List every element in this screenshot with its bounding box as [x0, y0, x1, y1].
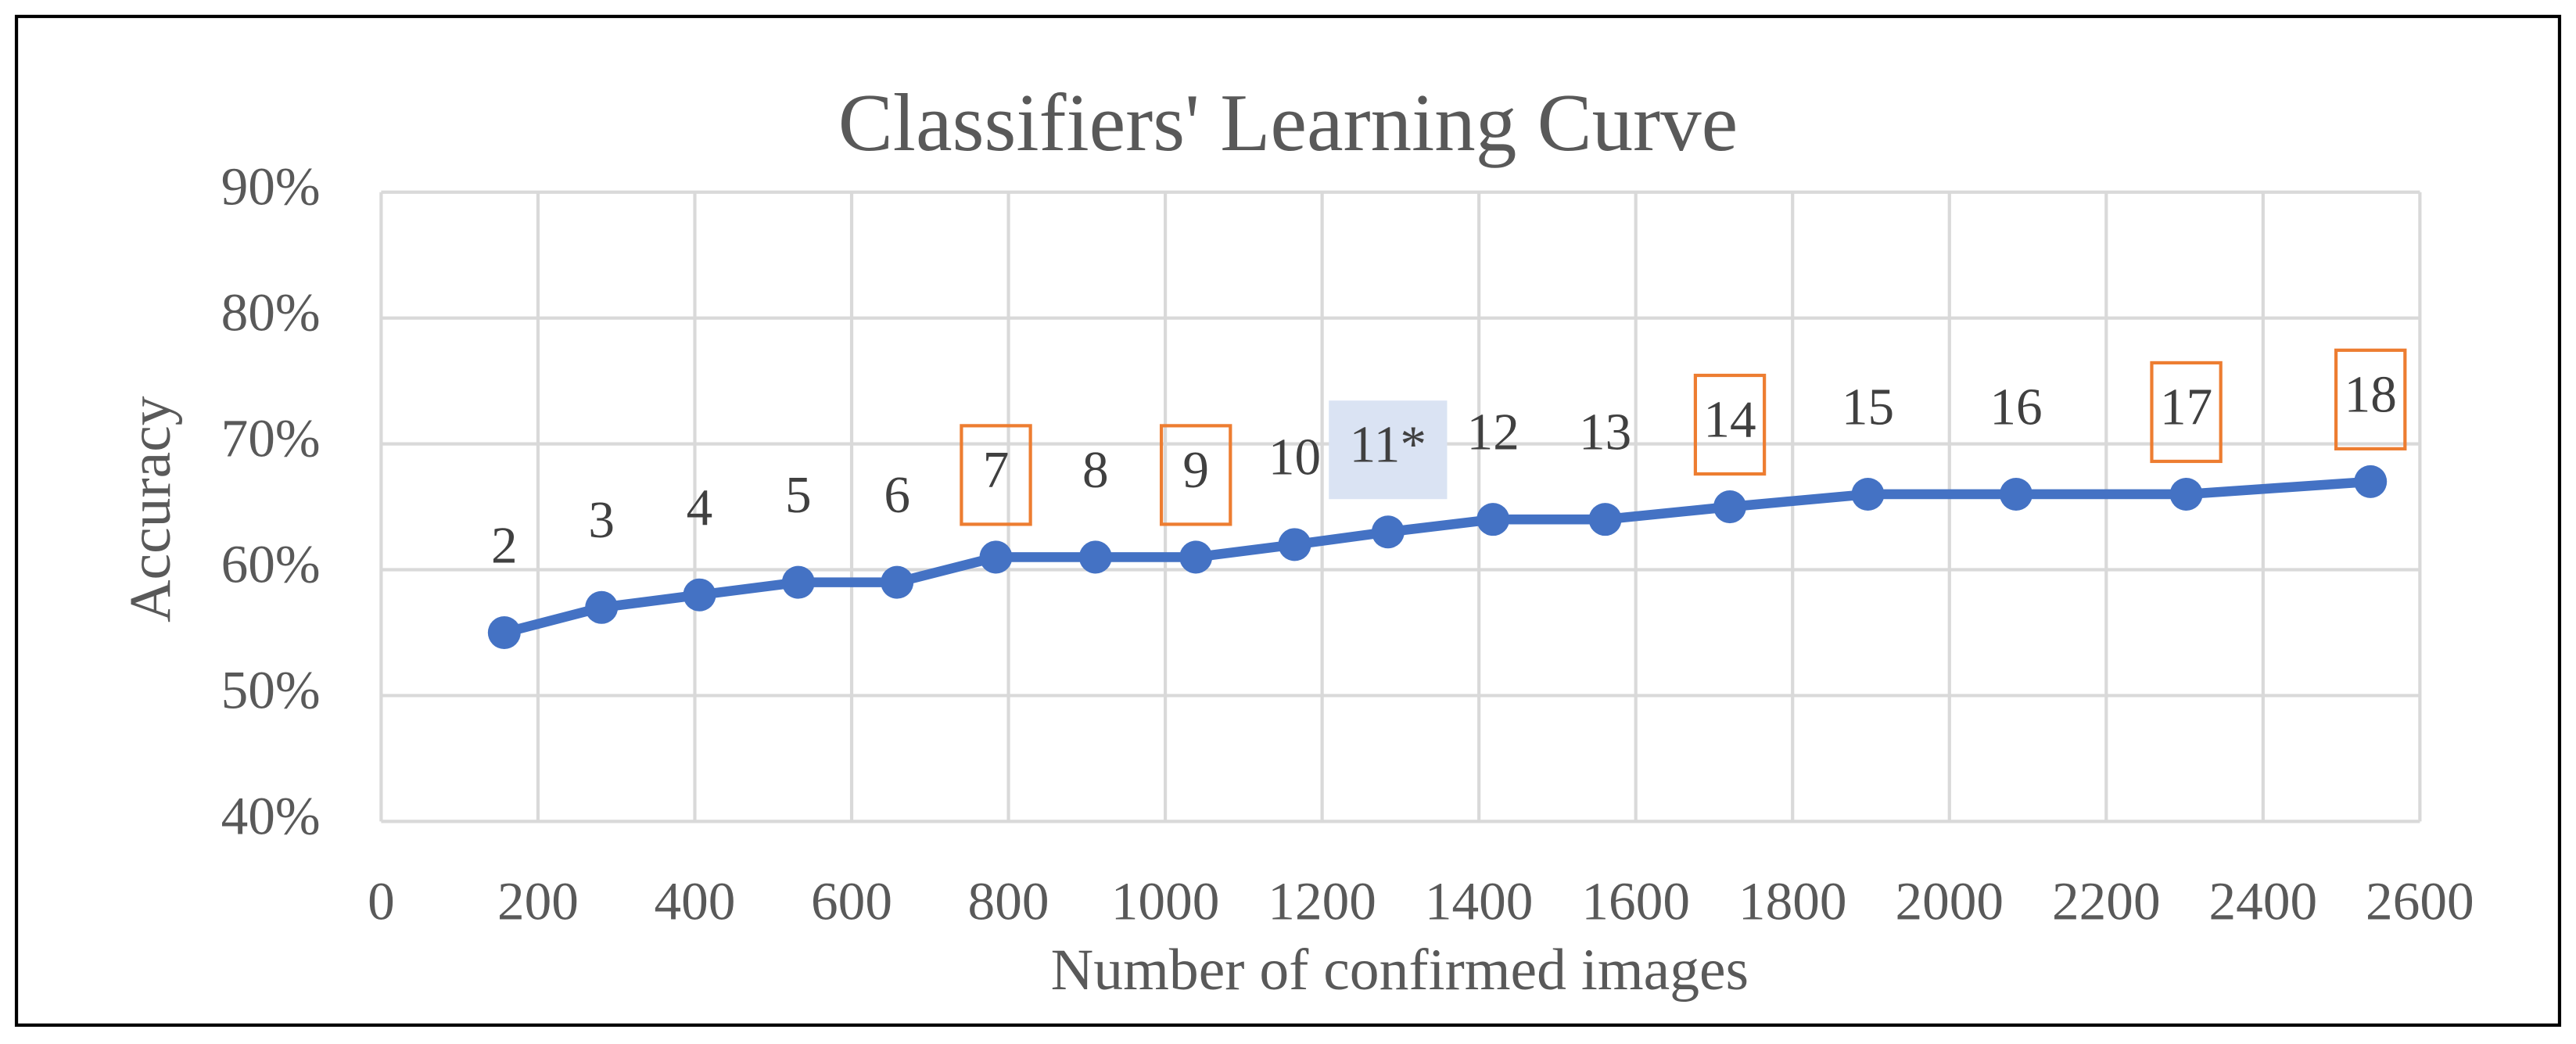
- label-frame: [1329, 400, 1448, 500]
- point: [1476, 503, 1510, 536]
- label-frame: [1693, 373, 1767, 476]
- point-label: 9: [1182, 440, 1209, 499]
- point: [1588, 503, 1622, 536]
- point-label: 15: [1842, 377, 1894, 436]
- point: [487, 615, 521, 649]
- point-label: 18: [2345, 364, 2397, 423]
- point: [881, 565, 914, 599]
- point: [1278, 528, 1311, 561]
- label-frame: [1159, 424, 1232, 526]
- y-tick-label: 70%: [221, 408, 321, 468]
- x-tick-label: 1000: [1111, 870, 1220, 931]
- y-tick-label: 40%: [221, 785, 321, 845]
- point-label: 12: [1467, 403, 1519, 461]
- x-tick-label: 800: [968, 870, 1049, 931]
- point: [1851, 477, 1885, 511]
- x-tick-label: 0: [368, 870, 395, 931]
- point: [683, 578, 716, 612]
- point: [2354, 465, 2388, 498]
- point-label: 13: [1579, 403, 1631, 461]
- x-tick-label: 2400: [2209, 870, 2318, 931]
- x-tick-label: 2200: [2052, 870, 2161, 931]
- x-tick-label: 2600: [2366, 870, 2474, 931]
- point-label: 16: [1989, 377, 2042, 436]
- point-label: 17: [2160, 377, 2212, 436]
- x-tick-label: 2000: [1895, 870, 2004, 931]
- x-tick-label: 1600: [1581, 870, 1690, 931]
- point: [1078, 540, 1112, 574]
- point: [1371, 515, 1405, 549]
- chart-title: Classifiers' Learning Curve: [838, 77, 1738, 168]
- chart-frame: [14, 14, 2562, 1027]
- point-label: 7: [983, 440, 1010, 499]
- point: [781, 565, 815, 599]
- point-label: 3: [588, 490, 615, 549]
- point-label: 5: [785, 465, 812, 524]
- point-label: 8: [1082, 440, 1109, 499]
- point-label: 4: [687, 478, 713, 536]
- y-tick-label: 60%: [221, 533, 321, 594]
- x-axis-title: Number of confirmed images: [1051, 938, 1749, 1003]
- point-label: 14: [1703, 389, 1756, 448]
- x-tick-label: 1200: [1268, 870, 1376, 931]
- point-label: 11*: [1350, 415, 1426, 474]
- y-axis-title: Accuracy: [118, 396, 183, 622]
- y-tick-label: 90%: [221, 156, 321, 217]
- point-label: 2: [491, 515, 518, 574]
- x-tick-label: 400: [654, 870, 735, 931]
- x-tick-label: 600: [811, 870, 892, 931]
- point: [585, 590, 619, 624]
- point: [1179, 540, 1213, 574]
- point-label: 6: [884, 465, 910, 524]
- x-tick-label: 1400: [1425, 870, 1534, 931]
- point: [979, 540, 1013, 574]
- y-tick-label: 80%: [221, 282, 321, 343]
- y-tick-label: 50%: [221, 659, 321, 719]
- point-label: 10: [1268, 428, 1321, 486]
- point: [2169, 477, 2203, 511]
- label-frame: [960, 424, 1032, 526]
- x-tick-label: 1800: [1738, 870, 1847, 931]
- point: [1713, 490, 1747, 524]
- label-frame: [2334, 348, 2407, 450]
- x-tick-label: 200: [497, 870, 579, 931]
- label-frame: [2150, 361, 2223, 464]
- point: [1999, 477, 2033, 511]
